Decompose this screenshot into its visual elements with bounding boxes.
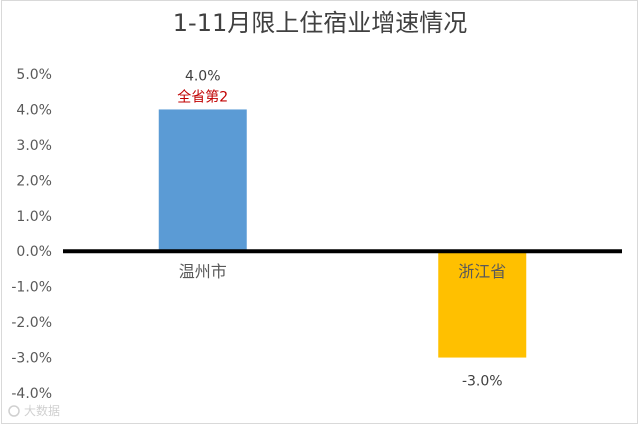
annotation-label: 全省第2 [177,88,228,105]
y-tick-label: 3.0% [16,138,52,154]
y-tick-label: -1.0% [11,280,52,296]
y-tick-label: -4.0% [11,386,52,402]
chart-title: 1-11月限上住宿业增速情况 [173,9,467,37]
y-tick-label: 4.0% [16,102,52,118]
y-tick-label: 0.0% [16,244,52,260]
watermark-logo-icon [8,405,20,417]
y-axis: 5.0% 4.0% 3.0% 2.0% 1.0% 0.0% -1.0% -2.0% -3.0% -… [11,67,52,402]
watermark-text: 大数据 [24,403,60,418]
bar-1 [158,109,247,252]
y-tick-label: 1.0% [16,209,52,225]
watermark: 大数据 [8,403,60,418]
category-label: 浙江省 [458,262,506,281]
data-label: -3.0% [462,374,503,390]
category-label: 温州市 [179,262,227,281]
y-tick-label: 2.0% [16,173,52,189]
labels: 温州市 4.0% 浙江省 -3.0% 全省第2 [177,68,506,389]
bar-2 [438,251,527,358]
y-tick-label: 5.0% [16,67,52,83]
bars [158,109,527,358]
y-tick-label: -2.0% [11,315,52,331]
data-label: 4.0% [185,68,221,84]
y-tick-label: -3.0% [11,351,52,367]
